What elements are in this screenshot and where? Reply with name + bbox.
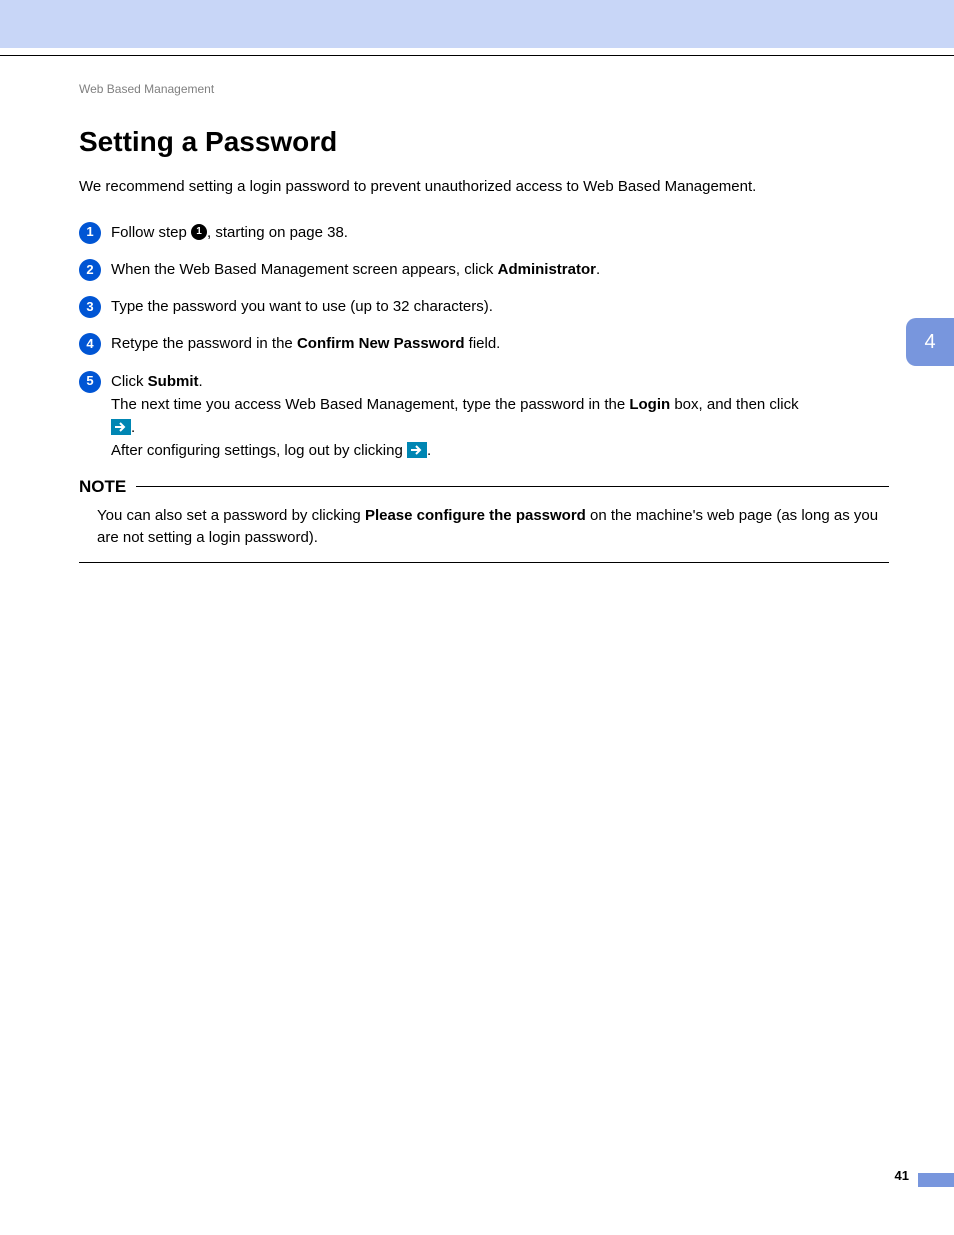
login-arrow-icon (111, 419, 131, 435)
step-bullet-1: 1 (79, 222, 101, 244)
step-5-line1-pre: Click (111, 373, 148, 390)
step-bullet-5: 5 (79, 371, 101, 393)
step-5-line3-pre: After configuring settings, log out by c… (111, 442, 407, 459)
step-4-post: field. (465, 335, 501, 352)
note-header-rule (136, 486, 889, 487)
step-2: 2 When the Web Based Management screen a… (79, 258, 889, 281)
steps-list: 1 Follow step 1, starting on page 38. 2 … (79, 221, 889, 463)
step-5-line1-bold: Submit (148, 373, 199, 390)
step-5-body: Click Submit. The next time you access W… (111, 370, 889, 463)
step-4-body: Retype the password in the Confirm New P… (111, 332, 889, 355)
chapter-tab-number: 4 (924, 331, 935, 354)
note-header: NOTE (79, 477, 889, 497)
step-3-body: Type the password you want to use (up to… (111, 295, 889, 318)
note-body: You can also set a password by clicking … (79, 497, 889, 563)
page-number: 41 (895, 1168, 909, 1183)
step-2-post: . (596, 261, 600, 278)
step-1: 1 Follow step 1, starting on page 38. (79, 221, 889, 244)
step-1-pre: Follow step (111, 224, 191, 241)
step-bullet-2: 2 (79, 259, 101, 281)
step-2-body: When the Web Based Management screen app… (111, 258, 889, 281)
step-5: 5 Click Submit. The next time you access… (79, 370, 889, 463)
step-5-line2-pre: The next time you access Web Based Manag… (111, 396, 629, 413)
step-bullet-4: 4 (79, 333, 101, 355)
note-bold: Please configure the password (365, 507, 586, 524)
inline-step-ref-icon: 1 (191, 224, 207, 240)
step-1-body: Follow step 1, starting on page 38. (111, 221, 889, 244)
top-accent-bar (0, 0, 954, 48)
step-bullet-3: 3 (79, 296, 101, 318)
intro-paragraph: We recommend setting a login password to… (79, 176, 889, 199)
section-label: Web Based Management (79, 82, 889, 96)
note-block: NOTE You can also set a password by clic… (79, 477, 889, 563)
step-5-line2-bold: Login (629, 396, 670, 413)
step-5-line2-final: . (131, 419, 135, 436)
step-5-line2-post: box, and then click (670, 396, 798, 413)
page: 4 Web Based Management Setting a Passwor… (0, 0, 954, 1235)
note-label: NOTE (79, 477, 136, 497)
step-5-line3-post: . (427, 442, 431, 459)
footer-accent-bar (918, 1173, 954, 1187)
top-rule (0, 55, 954, 56)
content-area: Web Based Management Setting a Password … (79, 82, 889, 563)
step-3: 3 Type the password you want to use (up … (79, 295, 889, 318)
page-heading: Setting a Password (79, 126, 889, 158)
step-4-pre: Retype the password in the (111, 335, 297, 352)
step-4-bold: Confirm New Password (297, 335, 465, 352)
step-5-line1-post: . (199, 373, 203, 390)
logout-arrow-icon (407, 442, 427, 458)
step-2-bold: Administrator (498, 261, 596, 278)
chapter-tab: 4 (906, 318, 954, 366)
step-2-pre: When the Web Based Management screen app… (111, 261, 498, 278)
step-4: 4 Retype the password in the Confirm New… (79, 332, 889, 355)
step-1-post: , starting on page 38. (207, 224, 348, 241)
note-pre: You can also set a password by clicking (97, 507, 365, 524)
